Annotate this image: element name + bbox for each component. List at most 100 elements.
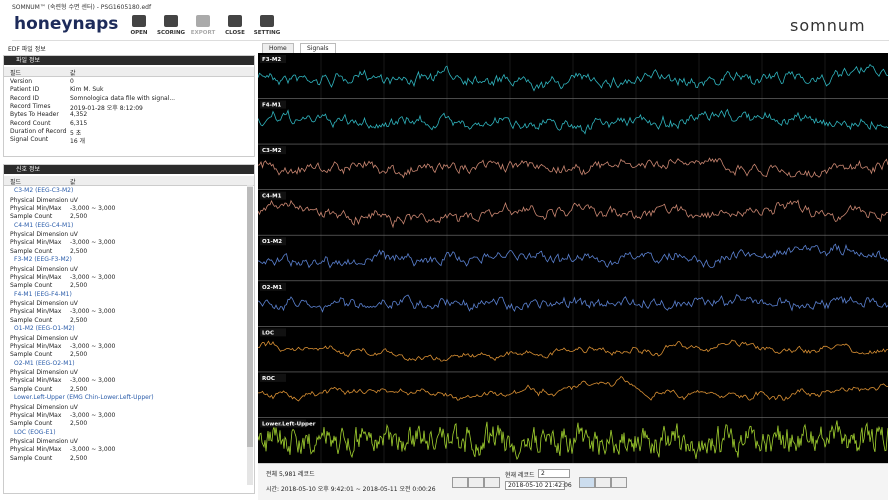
time-range: 시간: 2018-05-10 오후 9:42:01 ~ 2018-05-11 오… [266, 486, 436, 493]
channel-label-bg [260, 191, 286, 200]
channel-label: ROC [262, 376, 275, 382]
field: Record Times [10, 102, 51, 110]
value: uV [70, 403, 78, 411]
channel-label: C4-M1 [262, 194, 282, 200]
signal-panel: 신호 정보 필드 값 C3-M2 (EEG-C3-M2) Physical Dimen… [3, 164, 255, 494]
value: uV [70, 334, 78, 342]
value: 2,500 [70, 385, 88, 393]
field: Physical Dimension [10, 369, 69, 377]
column-header: 값 [70, 179, 76, 186]
channel-label-bg [260, 282, 286, 291]
waveform [258, 63, 888, 92]
field: Sample Count [10, 454, 53, 462]
toolbar-button[interactable]: SCORING [157, 15, 185, 36]
field: Physical Dimension [10, 231, 69, 239]
value: 2019-01-28 오후 8:12:09 [70, 104, 143, 112]
value: 16 개 [70, 138, 86, 146]
waveform [258, 339, 888, 362]
record-input[interactable]: 2 [538, 469, 570, 478]
field: Physical Min/Max [10, 308, 62, 316]
channel-label-bg [260, 55, 286, 63]
field: Sample Count [10, 351, 53, 359]
waveform [258, 243, 888, 269]
group-name: F4-M1 (EEG-F4-M1) [14, 290, 72, 298]
waveform [258, 108, 888, 135]
field: Physical Min/Max [10, 446, 62, 454]
time-input[interactable]: 2018-05-10 21:42:06 [505, 481, 572, 490]
value: Somnologica data file with signal... [70, 94, 176, 102]
nav-play[interactable] [579, 477, 595, 488]
value: 2,500 [70, 420, 88, 428]
value: uV [70, 438, 78, 446]
brand: somnum [790, 16, 866, 35]
value: 2,500 [70, 316, 88, 324]
field: Physical Dimension [10, 334, 69, 342]
current-label: 현재 레코드 [505, 472, 535, 479]
toolbar-button[interactable]: SETTING [253, 15, 281, 36]
value: 2,500 [70, 247, 88, 255]
button-label: CLOSE [225, 30, 245, 36]
field: Physical Min/Max [10, 342, 62, 350]
value: uV [70, 369, 78, 377]
total-records: 전체 5,981 레코드 [266, 471, 315, 478]
nav-first[interactable] [452, 477, 468, 488]
group-name: O2-M1 (EEG-O2-M1) [14, 359, 75, 367]
nav-next[interactable] [595, 477, 611, 488]
value: -3,000 ~ 3,000 [70, 342, 116, 350]
channel-label: LOC [262, 330, 274, 336]
field: Physical Dimension [10, 196, 69, 204]
nav-prev-fast[interactable] [468, 477, 484, 488]
field: Physical Min/Max [10, 377, 62, 385]
field: Sample Count [10, 282, 53, 290]
toolbar-button[interactable]: OPEN [125, 15, 153, 36]
logo: honeynaps [14, 14, 119, 34]
value: uV [70, 196, 78, 204]
value: 2,500 [70, 454, 88, 462]
field: Signal Count [10, 136, 49, 144]
column-header: 값 [70, 70, 76, 77]
field: Physical Min/Max [10, 273, 62, 281]
column-header: 필드 [10, 179, 22, 186]
toolbar [12, 12, 889, 41]
value: 2,500 [70, 351, 88, 359]
channel-label: Lower.Left-Upper [262, 421, 316, 427]
field: Physical Min/Max [10, 204, 62, 212]
button-label: EXPORT [190, 30, 216, 36]
field: Record ID [10, 94, 40, 102]
value: uV [70, 265, 78, 273]
waveform [258, 157, 888, 179]
value: -3,000 ~ 3,000 [70, 377, 116, 385]
field: Sample Count [10, 420, 53, 428]
group-name: LOC (EOG-E1) [14, 428, 56, 436]
tab[interactable]: Home [262, 43, 294, 53]
value: -3,000 ~ 3,000 [70, 446, 116, 454]
channel-label-bg [260, 373, 286, 382]
button-label: SCORING [157, 30, 186, 36]
field: Physical Dimension [10, 438, 69, 446]
nav-last[interactable] [611, 477, 627, 488]
value: uV [70, 300, 78, 308]
value: 0 [70, 78, 74, 85]
value: 2,500 [70, 213, 88, 221]
footer [258, 463, 888, 500]
field: Physical Min/Max [10, 239, 62, 247]
field: Patient ID [10, 86, 40, 94]
signal-view: F3-M2 F4-M1 C3-M2 C4-M1 O1-M2 O2-M1 LOC ROC Lowe… [258, 53, 888, 463]
file-panel: 파일 정보 필드 값 Version 0 Patient ID Kim M. Suk Rec… [3, 55, 255, 157]
field: Bytes To Header [10, 111, 59, 119]
nav-prev[interactable] [484, 477, 500, 488]
channel-label: O1-M2 [262, 239, 282, 245]
scrollbar[interactable] [247, 185, 253, 485]
tab[interactable]: Signals [300, 43, 336, 53]
toolbar-button[interactable]: EXPORT [189, 15, 217, 36]
channel-label: C3-M2 [262, 148, 282, 154]
channel-label: O2-M1 [262, 285, 282, 291]
window-title: SOMNUM™ (숙련형 수면 센터) - PSG1605180.edf [12, 4, 152, 11]
toolbar-button[interactable]: CLOSE [221, 15, 249, 36]
waveform [258, 375, 888, 402]
value: uV [70, 231, 78, 239]
channel-label-bg [260, 419, 306, 428]
field: Sample Count [10, 247, 53, 255]
channel-label-bg [260, 100, 286, 109]
